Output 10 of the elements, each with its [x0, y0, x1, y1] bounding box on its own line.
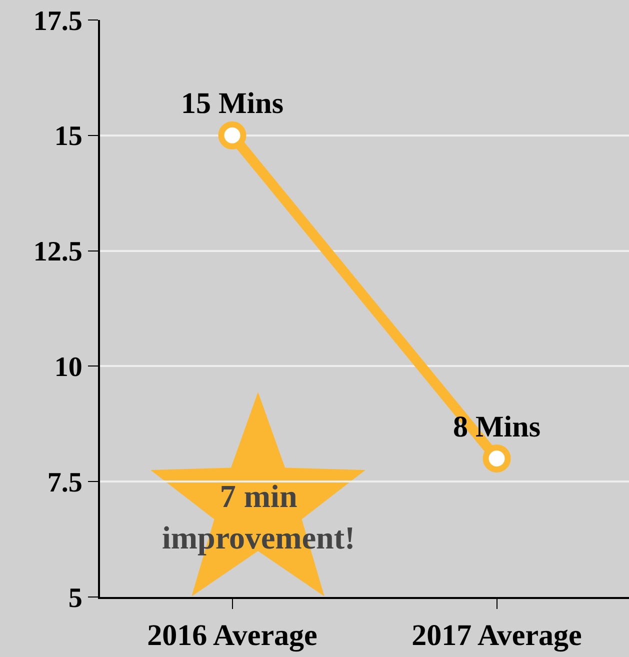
y-tick-label: 15: [54, 121, 82, 152]
y-tick-label: 17.5: [33, 6, 82, 37]
y-tick-label: 7.5: [47, 467, 82, 498]
x-tick-label: 2016 Average: [147, 619, 318, 652]
y-tick-label: 5: [68, 582, 82, 614]
y-tick-label: 12.5: [33, 236, 82, 268]
y-tick-label: 10: [54, 352, 82, 383]
data-label: 8 Mins: [452, 410, 541, 444]
data-label: 15 Mins: [180, 87, 284, 120]
x-tick-label: 2017 Average: [412, 619, 582, 652]
